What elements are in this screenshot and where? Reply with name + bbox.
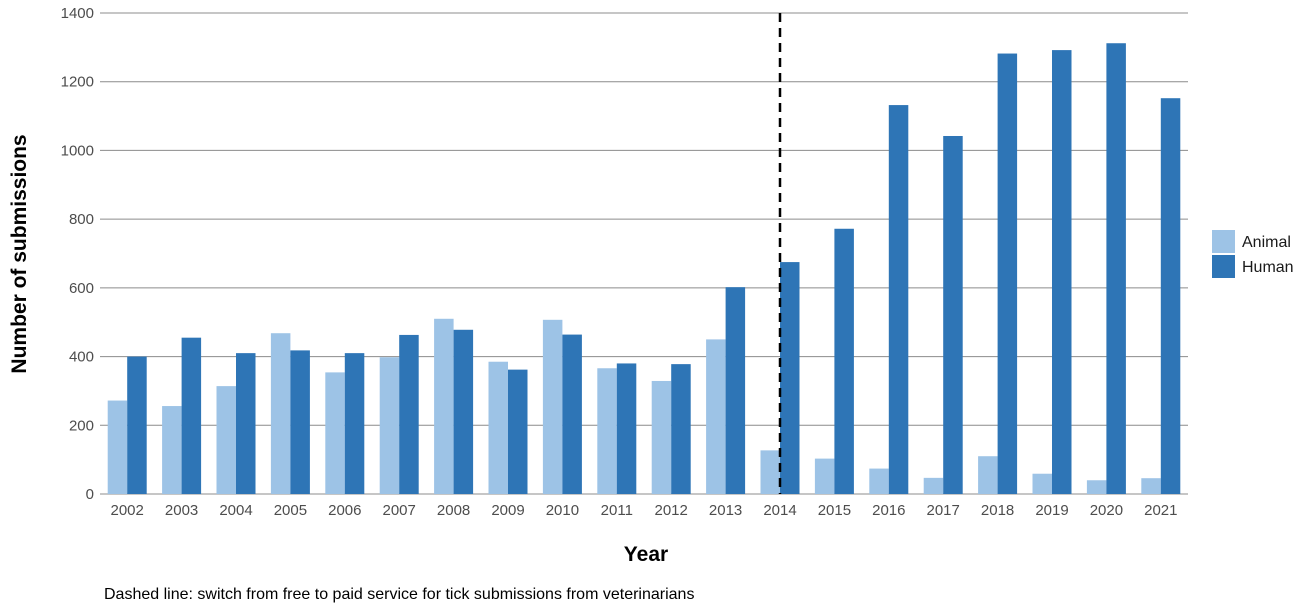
y-axis-ticks: 0 200 400 600 800 1000 1200 1400 xyxy=(61,5,94,503)
x-tick-label: 2002 xyxy=(111,502,144,519)
legend: Animal Human xyxy=(1212,230,1294,278)
bar-animal-2013 xyxy=(706,339,726,494)
bar-human-2021 xyxy=(1160,98,1181,494)
gridlines xyxy=(100,12,1188,495)
x-tick-label: 2009 xyxy=(491,502,524,519)
bar-animal-2012 xyxy=(651,380,672,494)
bar-human-2008 xyxy=(453,329,474,494)
x-axis-ticks: 2002 2003 2004 2005 2006 2007 2008 2009 2010 2011… xyxy=(111,502,1178,519)
x-tick-label: 2019 xyxy=(1035,502,1068,519)
x-tick-label: 2015 xyxy=(818,502,851,519)
x-tick-label: 2005 xyxy=(274,502,307,519)
legend-label-human: Human xyxy=(1242,259,1294,276)
x-axis-title: Year xyxy=(624,543,668,566)
x-tick-label: 2016 xyxy=(872,502,905,519)
bar-human-2020 xyxy=(1106,43,1126,495)
y-tick-label: 1000 xyxy=(61,142,94,159)
bar-animal-2004 xyxy=(216,386,236,494)
bar-animal-2017 xyxy=(923,477,944,494)
bar-animal-2002 xyxy=(107,400,128,494)
bar-human-2004 xyxy=(236,353,256,494)
x-tick-label: 2014 xyxy=(763,502,796,519)
y-tick-label: 600 xyxy=(69,280,94,297)
bar-animal-2008 xyxy=(434,318,454,494)
bar-animal-2009 xyxy=(488,361,508,494)
x-tick-label: 2021 xyxy=(1144,502,1177,519)
bar-animal-2010 xyxy=(542,319,563,494)
bar-human-2009 xyxy=(508,369,528,494)
bar-animal-2021 xyxy=(1141,478,1161,494)
bar-human-2018 xyxy=(997,53,1018,494)
y-tick-label: 1200 xyxy=(61,74,94,91)
y-axis-title: Number of submissions xyxy=(8,134,31,373)
bar-human-2005 xyxy=(290,350,310,494)
y-tick-label: 200 xyxy=(69,417,94,434)
bar-human-2011 xyxy=(616,363,637,494)
x-tick-label: 2018 xyxy=(981,502,1014,519)
bar-animal-2019 xyxy=(1032,473,1052,494)
bar-human-2003 xyxy=(181,337,202,494)
bar-animal-2014 xyxy=(760,450,780,494)
bar-animal-2005 xyxy=(270,333,291,494)
bar-human-2006 xyxy=(344,353,365,494)
bar-human-2019 xyxy=(1052,50,1072,494)
legend-label-animal: Animal xyxy=(1242,234,1291,251)
bar-human-2016 xyxy=(888,105,909,494)
bar-human-2002 xyxy=(127,356,147,494)
bar-human-2014 xyxy=(780,262,800,494)
bar-animal-2016 xyxy=(869,468,889,494)
bar-human-2013 xyxy=(725,287,746,494)
x-tick-label: 2012 xyxy=(655,502,688,519)
y-tick-label: 400 xyxy=(69,349,94,366)
x-tick-label: 2013 xyxy=(709,502,742,519)
y-tick-label: 1400 xyxy=(61,5,94,22)
bars xyxy=(107,43,1181,495)
bar-human-2007 xyxy=(399,334,419,494)
x-tick-label: 2011 xyxy=(601,502,633,519)
bar-animal-2018 xyxy=(978,456,998,494)
bar-human-2010 xyxy=(562,334,582,494)
bar-human-2012 xyxy=(671,364,691,494)
y-tick-label: 0 xyxy=(86,486,94,503)
x-tick-label: 2020 xyxy=(1090,502,1123,519)
bar-animal-2007 xyxy=(379,357,400,494)
bar-animal-2015 xyxy=(814,458,835,494)
caption-text: Dashed line: switch from free to paid se… xyxy=(104,586,694,603)
bar-human-2015 xyxy=(834,228,854,494)
x-tick-label: 2008 xyxy=(437,502,470,519)
x-tick-label: 2003 xyxy=(165,502,198,519)
bar-animal-2003 xyxy=(162,406,182,494)
bar-animal-2011 xyxy=(597,368,617,494)
bar-human-2017 xyxy=(943,135,963,494)
x-tick-label: 2007 xyxy=(383,502,416,519)
y-tick-label: 800 xyxy=(69,211,94,228)
bar-animal-2006 xyxy=(325,372,345,494)
bar-animal-2020 xyxy=(1086,480,1107,494)
x-tick-label: 2004 xyxy=(219,502,252,519)
x-tick-label: 2010 xyxy=(546,502,579,519)
legend-swatch-human xyxy=(1212,255,1235,278)
legend-swatch-animal xyxy=(1212,230,1235,253)
x-tick-label: 2006 xyxy=(328,502,361,519)
x-tick-label: 2017 xyxy=(927,502,960,519)
